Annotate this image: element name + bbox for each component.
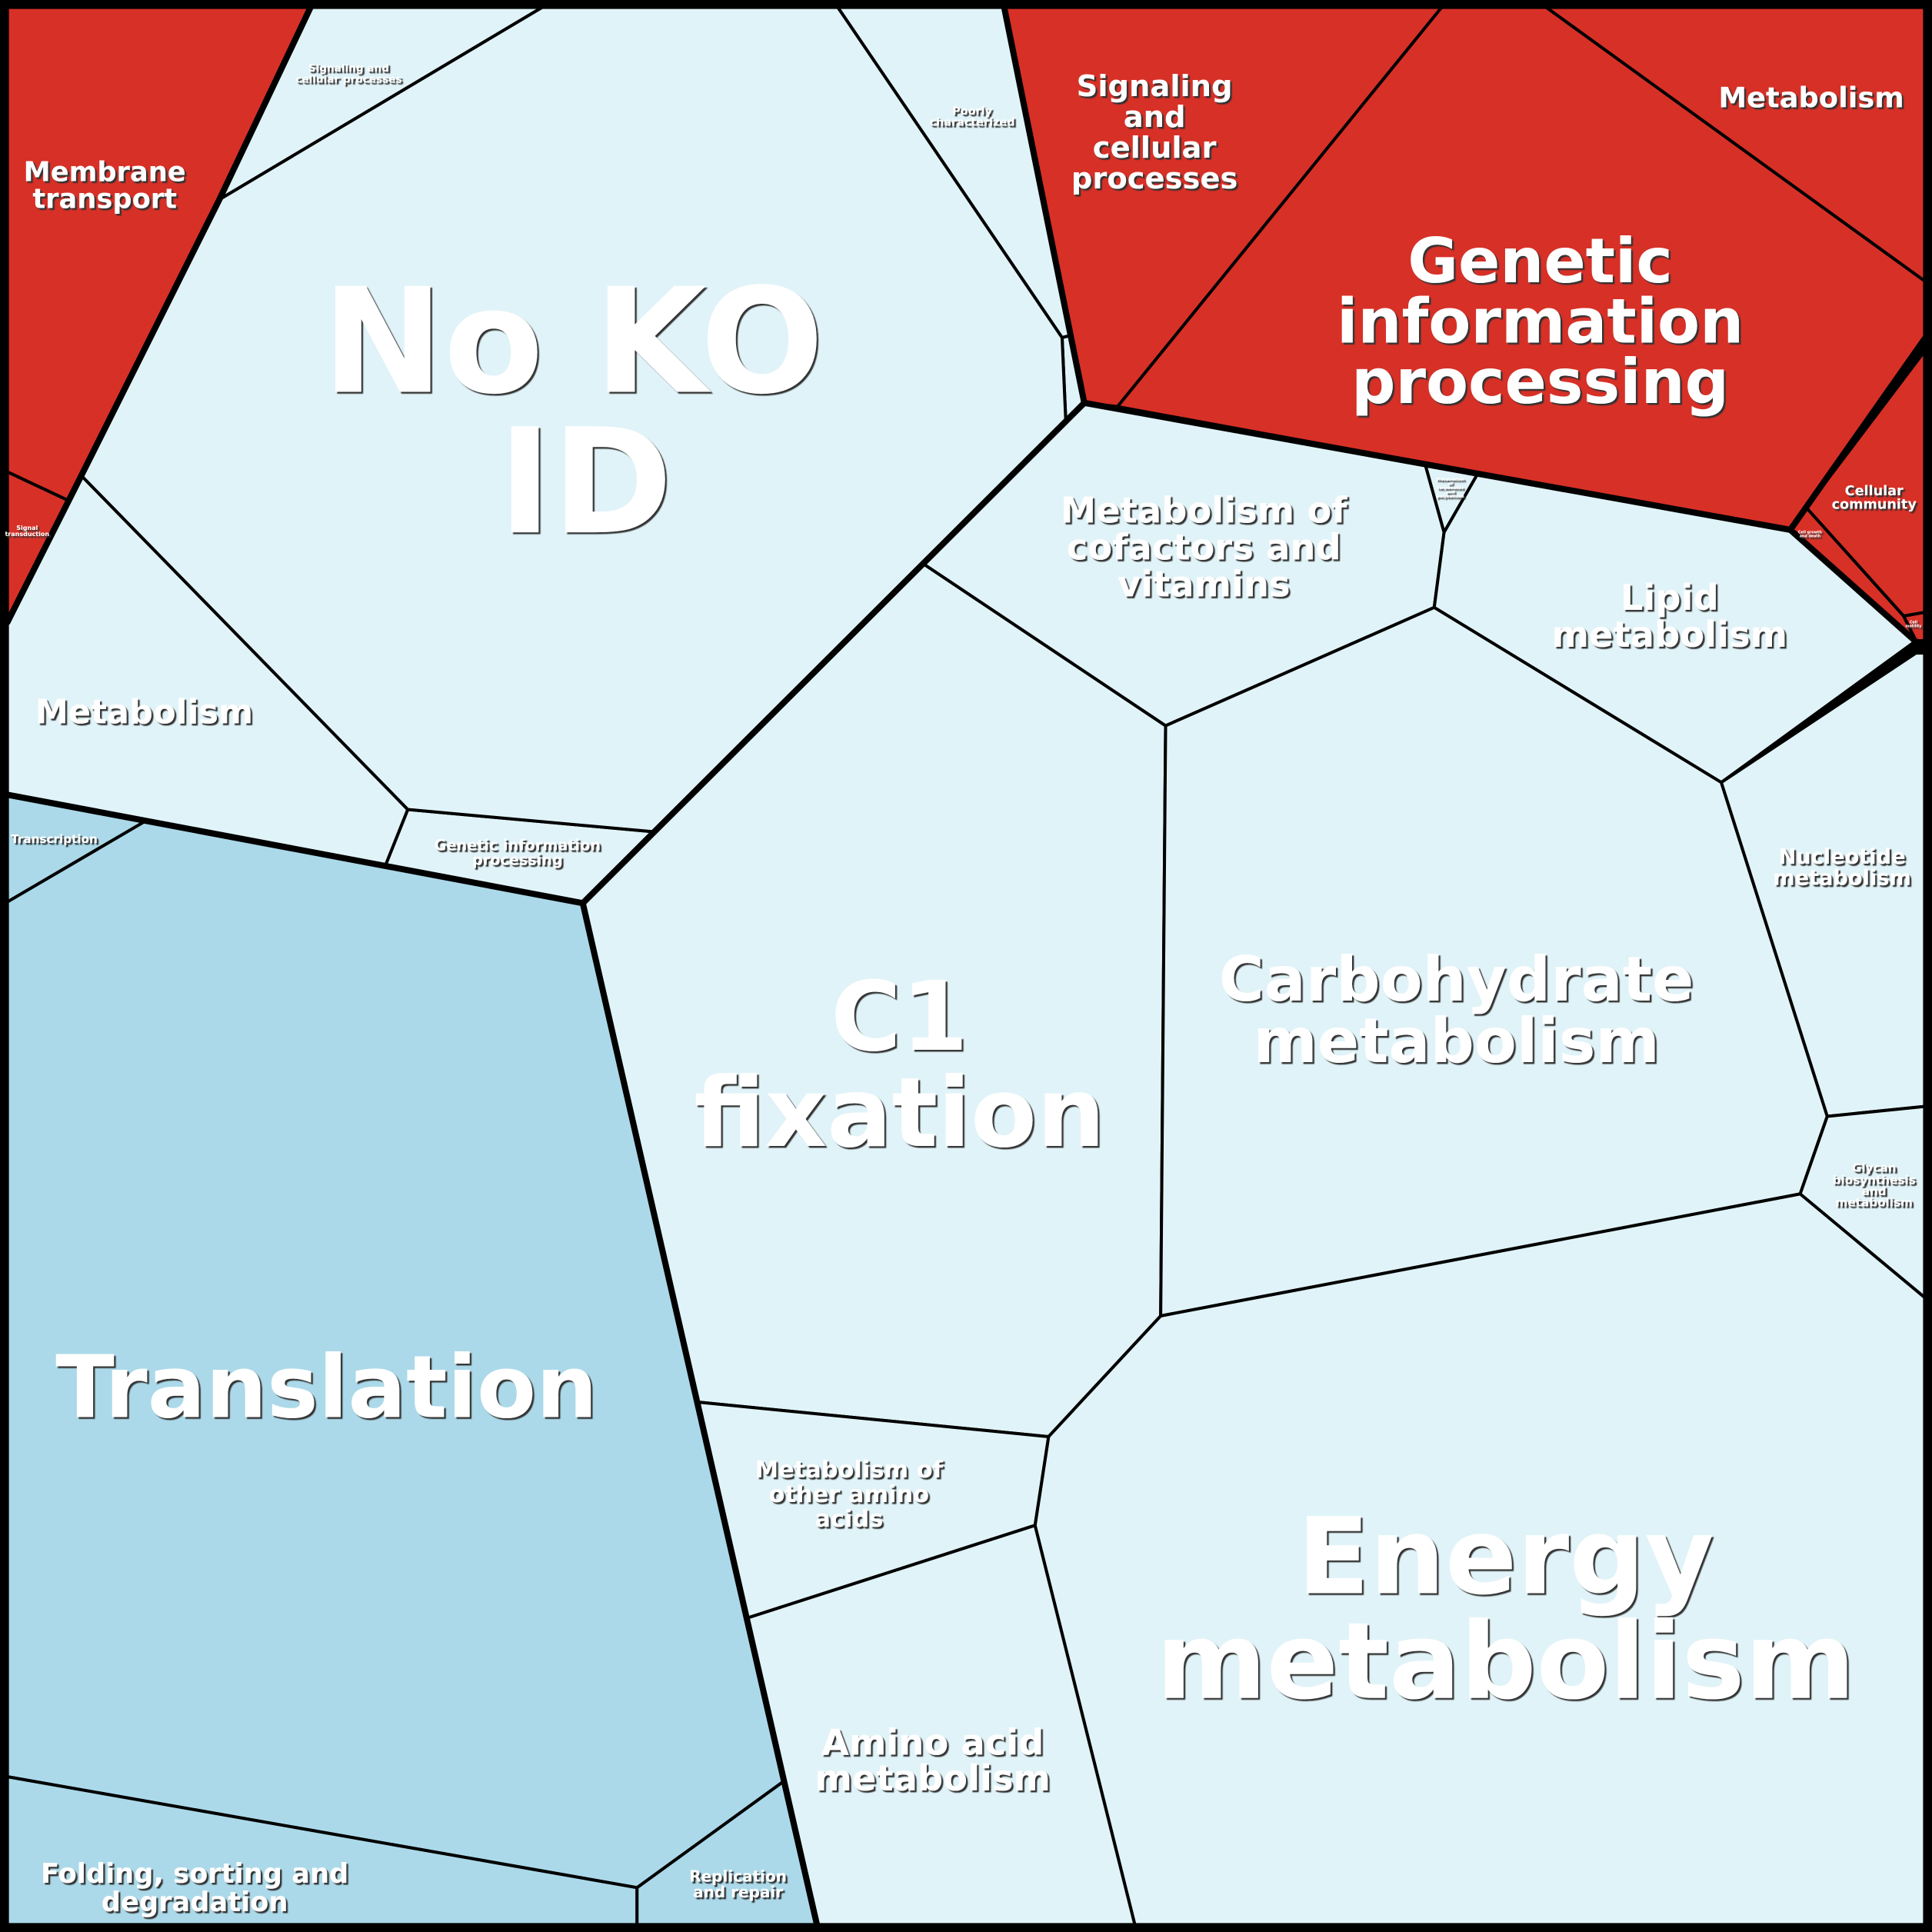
label-transcription: Transcription	[11, 832, 98, 846]
label-metabolism-red: Metabolism	[1718, 81, 1904, 114]
label-signaling-small: Signaling and cellular processes	[295, 62, 401, 85]
label-cellular-community: Cellular community	[1832, 484, 1917, 513]
label-genetic-red: Genetic information processing	[1337, 225, 1744, 418]
group-border	[1001, 4, 1928, 653]
label-c1-fixation: C1 fixation	[694, 961, 1105, 1169]
label-replication: Replication and repair	[689, 1867, 787, 1901]
label-other-amino: Metabolism of other amino acids	[755, 1457, 944, 1533]
label-genetic-small: Genetic information processing	[435, 836, 601, 868]
group-border	[1787, 335, 1928, 533]
label-energy: Energy metabolism	[1156, 1495, 1855, 1723]
group-border	[579, 900, 821, 1928]
label-translation: Translation	[55, 1337, 598, 1437]
label-folding: Folding, sorting and degradation	[41, 1858, 348, 1918]
label-nucleotide: Nucleotide metabolism	[1773, 845, 1911, 890]
label-terpenoids: Metabolism of terpenoids and polyketides	[1436, 478, 1464, 499]
label-no-ko-id: No KO ID	[322, 257, 824, 567]
label-metabolism-left: Metabolism	[35, 693, 253, 731]
label-glycan: Glycan biosynthesis and metabolism	[1833, 1161, 1916, 1210]
label-amino-acid: Amino acid metabolism	[815, 1721, 1051, 1798]
group-border	[4, 4, 314, 626]
label-lipid: Lipid metabolism	[1552, 577, 1787, 655]
label-membrane-transport: Membrane transport	[24, 157, 186, 215]
label-cell-growth: Cell growth and death	[1798, 531, 1823, 539]
label-poorly-characterized: Poorly characterized	[929, 105, 1014, 128]
label-cofactors: Metabolism of cofactors and vitamins	[1061, 489, 1347, 605]
label-signaling-red: Signaling and cellular processes	[1071, 69, 1237, 196]
label-cell-motility: Cell motility	[1905, 621, 1922, 629]
label-carbohydrate: Carbohydrate metabolism	[1219, 944, 1694, 1077]
label-signal-transduction: Signal transduction	[5, 525, 49, 538]
